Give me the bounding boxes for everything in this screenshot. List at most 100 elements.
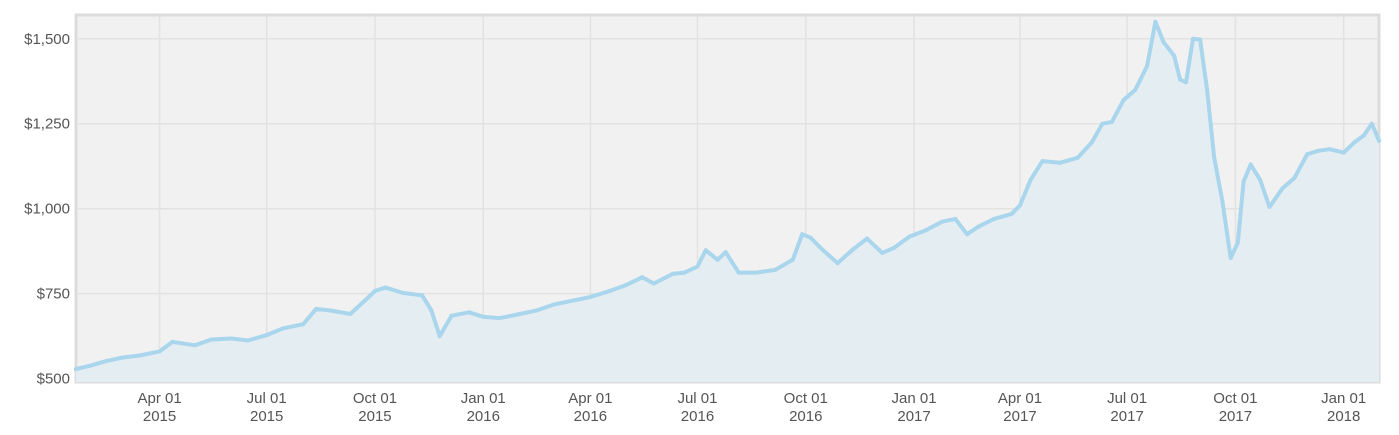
series-point	[670, 271, 675, 276]
series-point	[348, 312, 353, 316]
series-point	[907, 234, 912, 239]
x-tick-label-month: Oct 01	[784, 390, 828, 407]
x-tick-label-year: 2017	[897, 408, 930, 425]
series-point	[74, 367, 78, 372]
series-point	[1241, 179, 1246, 184]
series-point	[695, 264, 700, 269]
x-tick-label-year: 2015	[358, 408, 391, 425]
series-point	[623, 283, 628, 288]
series-point	[517, 312, 522, 316]
series-point	[1228, 256, 1233, 260]
x-tick-label-year: 2016	[467, 408, 500, 425]
x-tick-label-year: 2017	[1219, 408, 1252, 425]
x-tick-label-year: 2018	[1327, 408, 1360, 425]
series-point	[1009, 211, 1014, 216]
series-point	[467, 310, 472, 315]
series-point	[1258, 177, 1263, 182]
series-point	[865, 236, 869, 241]
series-point	[1315, 148, 1320, 153]
series-point	[437, 334, 442, 339]
series-point	[301, 322, 306, 327]
series-point	[1248, 162, 1253, 167]
series-point	[703, 248, 708, 253]
series-point	[953, 216, 958, 221]
series-point	[329, 308, 334, 313]
series-point	[170, 339, 175, 344]
series-point	[1292, 176, 1297, 181]
series-point	[682, 270, 687, 275]
series-point	[976, 224, 981, 229]
series-point	[1161, 40, 1166, 45]
y-tick-label: $500	[37, 371, 70, 388]
series-point	[736, 270, 741, 275]
series-point	[1267, 205, 1272, 209]
series-point	[1109, 120, 1114, 124]
x-tick-label-month: Apr 01	[998, 390, 1042, 407]
series-point	[264, 333, 269, 338]
series-point	[551, 302, 556, 307]
series-point	[314, 306, 319, 311]
y-tick-label: $1,500	[24, 31, 70, 48]
series-point	[1145, 64, 1150, 68]
x-tick-label-month: Apr 01	[568, 390, 612, 407]
series-point	[892, 245, 897, 250]
series-point	[1089, 140, 1094, 145]
series-point	[429, 308, 434, 313]
series-point	[497, 316, 502, 321]
series-point	[1377, 138, 1381, 143]
series-point	[640, 275, 645, 280]
series-point	[790, 257, 795, 262]
series-point	[1198, 37, 1203, 42]
series-point	[1121, 98, 1126, 102]
series-point	[1369, 121, 1374, 126]
series-point	[121, 355, 126, 360]
series-point	[192, 343, 197, 348]
x-tick-label-month: Jan 01	[892, 390, 937, 407]
series-point	[1280, 186, 1285, 191]
series-point	[820, 247, 825, 252]
series-point	[229, 336, 234, 341]
series-point	[1058, 160, 1062, 165]
x-tick-label-year: 2015	[143, 408, 176, 425]
series-point	[449, 313, 454, 318]
series-point	[1212, 155, 1217, 160]
series-point	[373, 288, 377, 293]
series-point	[651, 281, 656, 286]
series-point	[209, 337, 214, 342]
series-point	[1184, 80, 1188, 85]
x-tick-label-month: Jan 01	[1321, 390, 1366, 407]
series-point	[157, 349, 162, 354]
series-point	[835, 261, 840, 266]
series-point	[922, 228, 927, 233]
series-line	[74, 19, 1381, 372]
series-point	[1075, 155, 1080, 160]
x-tick-label-month: Jul 01	[247, 390, 287, 407]
series-point	[965, 232, 969, 237]
series-layer	[74, 19, 1381, 383]
x-tick-label-month: Jul 01	[677, 390, 717, 407]
series-point	[401, 291, 406, 295]
series-point	[1028, 177, 1033, 182]
series-point	[1205, 87, 1210, 92]
series-point	[1178, 77, 1183, 82]
x-tick-label-year: 2015	[250, 408, 283, 425]
series-point	[754, 270, 759, 275]
series-point	[1153, 19, 1158, 24]
series-point	[715, 257, 720, 262]
series-point	[1220, 199, 1225, 204]
series-point	[1341, 150, 1346, 155]
series-point	[808, 235, 813, 240]
series-point	[1352, 140, 1357, 145]
series-point	[604, 289, 609, 294]
series-point	[992, 216, 997, 221]
series-point	[800, 232, 805, 237]
series-point	[383, 285, 388, 290]
x-tick-label-year: 2016	[574, 408, 607, 425]
series-point	[88, 363, 93, 368]
series-point	[773, 267, 778, 272]
series-point	[245, 338, 250, 343]
series-point	[880, 250, 885, 255]
series-point	[588, 295, 593, 299]
